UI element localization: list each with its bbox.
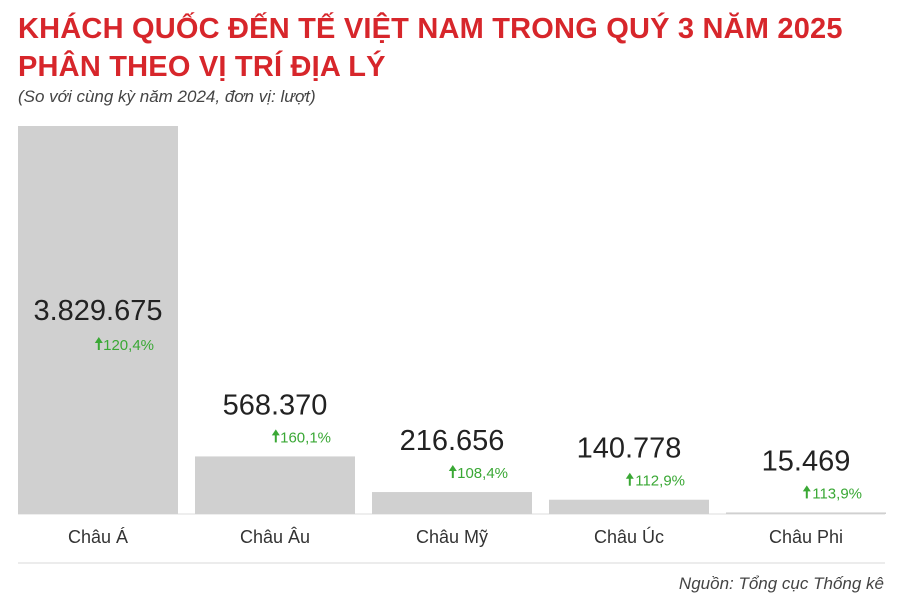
data-label-value: 15.469 [762, 445, 851, 477]
bar [372, 492, 532, 514]
data-label-growth: 112,9% [635, 473, 685, 490]
arrow-up-icon [94, 337, 103, 350]
chart-title-line-2: PHÂN THEO VỊ TRÍ ĐỊA LÝ [18, 51, 386, 83]
bar [549, 499, 709, 514]
x-tick-label: Châu Úc [594, 526, 664, 547]
arrow-up-icon [625, 472, 634, 486]
chart-title-line-1: KHÁCH QUỐC ĐẾN TẾ VIỆT NAM TRONG QUÝ 3 N… [18, 13, 843, 45]
bar [726, 512, 886, 514]
data-label-growth: 108,4% [457, 465, 508, 482]
x-tick-label: Châu Mỹ [416, 527, 488, 547]
x-tick-label: Châu Á [68, 527, 128, 547]
arrow-up-icon [802, 485, 811, 499]
data-label-value: 568.370 [223, 389, 328, 421]
data-label-growth: 160,1% [280, 429, 331, 446]
data-label-growth: 120,4% [103, 337, 154, 354]
x-tick-label: Châu Âu [240, 527, 310, 547]
data-label-growth: 113,9% [812, 485, 862, 502]
arrow-up-icon [448, 465, 457, 479]
chart-subtitle: (So với cùng kỳ năm 2024, đơn vị: lượt) [18, 87, 316, 106]
data-label-value: 216.656 [400, 425, 505, 457]
data-label-value: 3.829.675 [33, 295, 162, 327]
arrow-up-icon [271, 429, 280, 443]
x-tick-label: Châu Phi [769, 527, 843, 547]
source-note: Nguồn: Tổng cục Thống kê [678, 574, 884, 593]
data-label-value: 140.778 [577, 433, 682, 465]
bar [18, 126, 178, 514]
bar [195, 456, 355, 514]
chart-title: KHÁCH QUỐC ĐẾN TẾ VIỆT NAM TRONG QUÝ 3 N… [18, 10, 878, 86]
